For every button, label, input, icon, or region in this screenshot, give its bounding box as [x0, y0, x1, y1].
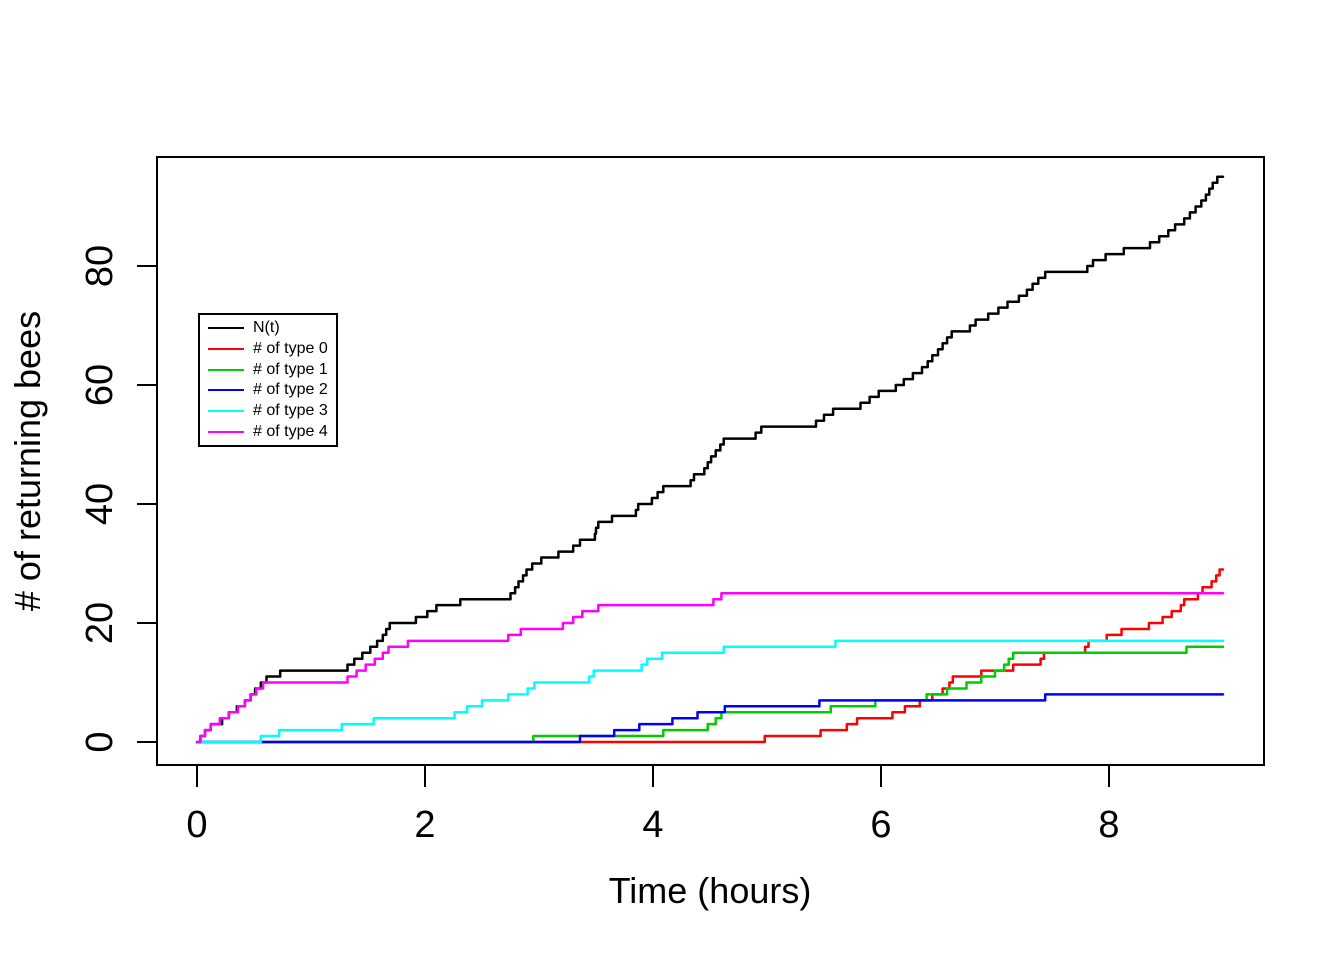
- legend-item: # of type 3: [208, 402, 328, 420]
- y-tick-label: 40: [79, 483, 121, 525]
- y-tick-label: 20: [79, 602, 121, 644]
- legend-line-swatch: [208, 327, 244, 330]
- series--of-type-2: [195, 693, 1225, 744]
- series-n-t-: [195, 175, 1225, 744]
- legend-line-swatch: [208, 368, 244, 371]
- legend-item-label: # of type 0: [253, 339, 328, 357]
- x-tick-label: 6: [870, 804, 891, 846]
- legend-item: # of type 1: [208, 361, 328, 379]
- legend-item-label: # of type 1: [253, 360, 328, 378]
- legend-line-swatch: [208, 347, 244, 350]
- legend-item: # of type 4: [208, 423, 328, 441]
- series--of-type-3: [195, 639, 1225, 744]
- legend-item: # of type 0: [208, 340, 328, 358]
- curves-layer: [195, 175, 1225, 744]
- x-tick-label: 2: [414, 804, 435, 846]
- series--of-type-1: [195, 645, 1225, 744]
- legend-line-swatch: [208, 389, 244, 392]
- plot-box-border: [156, 156, 1265, 766]
- legend: N(t) # of type 0 # of type 1 # of type 2 # o…: [198, 313, 338, 447]
- y-tick-label: 60: [79, 364, 121, 406]
- x-tick-label: 0: [186, 804, 207, 846]
- legend-line-swatch: [208, 430, 244, 433]
- y-tick-label: 0: [79, 731, 121, 752]
- x-axis-title: Time (hours): [609, 870, 812, 911]
- legend-item-label: N(t): [253, 319, 280, 337]
- legend-item: # of type 2: [208, 381, 328, 399]
- series--of-type-4: [195, 592, 1225, 744]
- legend-item-label: # of type 3: [253, 401, 328, 419]
- y-axis-title: # of returning bees: [7, 311, 48, 611]
- series--of-type-0: [195, 568, 1225, 744]
- legend-item: N(t): [208, 319, 328, 337]
- legend-line-swatch: [208, 409, 244, 412]
- x-tick-label: 4: [642, 804, 663, 846]
- y-tick-label: 80: [79, 245, 121, 287]
- legend-item-label: # of type 4: [253, 422, 328, 440]
- x-tick-label: 8: [1098, 804, 1119, 846]
- legend-item-label: # of type 2: [253, 381, 328, 399]
